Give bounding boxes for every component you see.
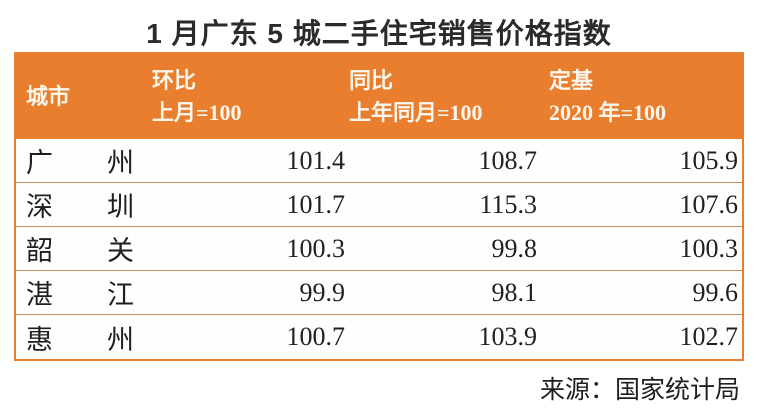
mom-value: 99.9 <box>299 277 346 307</box>
table-row-guangzhou: 广 州 101.4 108.7 105.9 <box>16 139 742 183</box>
city-char: 深 <box>26 192 53 222</box>
page-title: 1 月广东 5 城二手住宅销售价格指数 <box>146 18 612 49</box>
fixed-base-value: 105.9 <box>679 145 739 175</box>
table-header-row: 城市 环比 上月=100 同比 上年同月=100 定基 2020 年=100 <box>16 54 742 139</box>
header-fixed-base-line1: 定基 <box>549 67 594 93</box>
city-char: 圳 <box>107 192 134 222</box>
yoy-value: 115.3 <box>479 189 537 219</box>
city-char: 州 <box>107 148 134 178</box>
city-cell: 广 州 <box>16 141 142 180</box>
header-fixed-base: 定基 2020 年=100 <box>547 54 744 139</box>
header-mom-line2: 上月=100 <box>152 99 242 125</box>
city-cell: 深 圳 <box>16 185 142 224</box>
yoy-value: 99.8 <box>491 233 538 263</box>
header-city: 城市 <box>26 83 71 109</box>
yoy-value: 98.1 <box>491 277 538 307</box>
city-char: 湛 <box>26 280 53 310</box>
city-char: 州 <box>107 324 134 355</box>
city-char: 广 <box>26 148 53 178</box>
mom-value: 101.7 <box>286 189 346 219</box>
header-yoy-line2: 上年同月=100 <box>349 99 483 125</box>
fixed-base-value: 102.7 <box>679 322 739 351</box>
city-cell: 湛 江 <box>16 273 142 312</box>
city-char: 江 <box>107 280 134 310</box>
header-fixed-base-line2: 2020 年=100 <box>549 99 667 125</box>
city-char: 韶 <box>26 236 53 266</box>
fixed-base-value: 100.3 <box>679 233 739 263</box>
city-cell: 韶 关 <box>16 229 142 268</box>
fixed-base-value: 99.6 <box>692 277 739 307</box>
header-mom-line1: 环比 <box>152 67 197 93</box>
data-source: 来源：国家统计局 <box>539 377 740 404</box>
header-mom: 环比 上月=100 <box>142 54 347 139</box>
yoy-value: 108.7 <box>478 145 538 175</box>
yoy-value: 103.9 <box>478 322 538 351</box>
table-row-huizhou: 惠 州 100.7 103.9 102.7 <box>16 315 742 359</box>
mom-value: 101.4 <box>286 145 346 175</box>
city-char: 关 <box>107 236 134 266</box>
fixed-base-value: 107.6 <box>679 189 739 219</box>
header-yoy-line1: 同比 <box>349 67 394 93</box>
table-row-shaoguan: 韶 关 100.3 99.8 100.3 <box>16 227 742 271</box>
city-cell: 惠 州 <box>16 318 142 357</box>
mom-value: 100.3 <box>286 233 346 263</box>
mom-value: 100.7 <box>286 322 346 351</box>
table-row-shenzhen: 深 圳 101.7 115.3 107.6 <box>16 183 742 227</box>
price-index-table: 城市 环比 上月=100 同比 上年同月=100 定基 2020 年=100 广… <box>14 52 744 361</box>
table-row-zhanjiang: 湛 江 99.9 98.1 99.6 <box>16 271 742 315</box>
city-char: 惠 <box>26 324 53 355</box>
header-yoy: 同比 上年同月=100 <box>347 54 547 139</box>
